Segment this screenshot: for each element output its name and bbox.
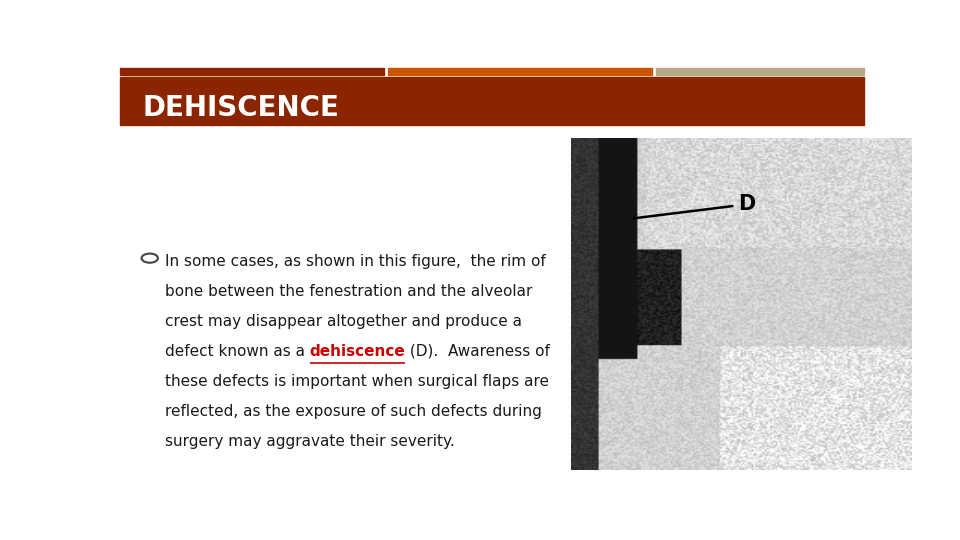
Text: these defects is important when surgical flaps are: these defects is important when surgical… bbox=[165, 374, 549, 389]
Text: bone between the fenestration and the alveolar: bone between the fenestration and the al… bbox=[165, 284, 532, 299]
Text: reflected, as the exposure of such defects during: reflected, as the exposure of such defec… bbox=[165, 404, 541, 418]
Bar bbox=[120, 68, 384, 75]
Text: DEHISCENCE: DEHISCENCE bbox=[142, 94, 339, 123]
Text: surgery may aggravate their severity.: surgery may aggravate their severity. bbox=[165, 434, 454, 449]
Text: In some cases, as shown in this figure,  the rim of: In some cases, as shown in this figure, … bbox=[165, 254, 545, 269]
Bar bbox=[388, 68, 652, 75]
Text: (D).  Awareness of: (D). Awareness of bbox=[405, 344, 550, 359]
Text: crest may disappear altogether and produce a: crest may disappear altogether and produ… bbox=[165, 314, 521, 329]
Text: defect known as a: defect known as a bbox=[165, 344, 309, 359]
Text: dehiscence: dehiscence bbox=[309, 344, 405, 359]
Text: D: D bbox=[634, 194, 756, 218]
Bar bbox=[656, 68, 864, 75]
Bar bbox=[120, 77, 864, 125]
Text: 27: 27 bbox=[822, 457, 838, 470]
